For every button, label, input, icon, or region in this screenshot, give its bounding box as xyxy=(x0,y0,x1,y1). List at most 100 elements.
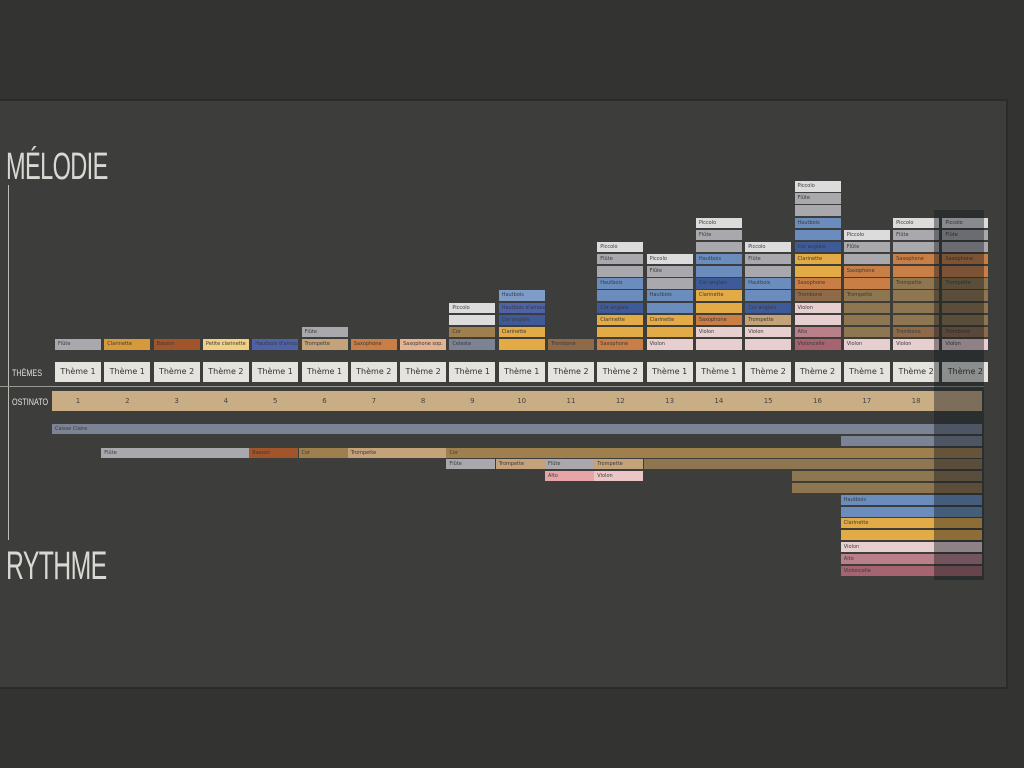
ostinato-number: 11 xyxy=(566,397,576,405)
melody-block: Basson xyxy=(153,339,200,350)
rhythm-block: Violoncelle xyxy=(840,565,982,576)
melody-block: Violon xyxy=(942,339,989,350)
rhythm-block: Flûte xyxy=(446,459,496,470)
ostinato-number: 4 xyxy=(223,397,229,405)
melody-block xyxy=(893,314,940,326)
melody-block: Piccolo xyxy=(942,217,989,228)
theme-card: Thème 1 xyxy=(252,362,299,382)
ostinato-number: 17 xyxy=(862,397,872,405)
melody-block: Cor anglais xyxy=(695,278,742,289)
melody-block xyxy=(794,314,841,326)
melody-block xyxy=(695,241,742,253)
melody-block: Violon xyxy=(695,326,742,338)
melody-block: Clarinette xyxy=(498,326,545,338)
melodie-title: MÉLODIE xyxy=(6,146,108,188)
rhythm-block xyxy=(840,435,982,446)
melody-block xyxy=(695,266,742,277)
melody-block: Cor anglais xyxy=(745,302,792,314)
melody-block: Hautbois xyxy=(498,290,545,301)
melody-block: Violon xyxy=(646,339,693,350)
separator-line xyxy=(0,386,984,387)
melody-block: Saxophone xyxy=(597,339,644,350)
melody-block: Saxophone xyxy=(695,314,742,326)
melody-block: Trompette xyxy=(843,290,890,301)
rhythm-block: Hautbois xyxy=(840,494,982,505)
ostinato-number: 10 xyxy=(517,397,527,405)
theme-card: Thème 2 xyxy=(597,362,644,382)
melody-block xyxy=(893,302,940,314)
melody-block: Flûte xyxy=(646,266,693,277)
vertical-axis-line xyxy=(8,185,9,540)
melody-block xyxy=(695,339,742,350)
melody-block: Petite clarinette xyxy=(202,339,249,350)
rhythm-block: Basson xyxy=(249,447,299,458)
melody-block: Trompette xyxy=(893,278,940,289)
melody-block: Trombone xyxy=(794,290,841,301)
theme-card: Thème 1 xyxy=(301,362,348,382)
melody-block: Saxophone xyxy=(893,253,940,265)
ostinato-bar xyxy=(52,391,982,411)
melody-block: Cor anglais xyxy=(597,302,644,314)
melody-block xyxy=(942,302,989,314)
ostinato-number: 6 xyxy=(322,397,327,405)
melody-block: Flûte xyxy=(55,339,101,350)
melody-block: Trompette xyxy=(301,339,348,350)
ostinato-number: 2 xyxy=(125,397,130,405)
melody-block: Celesta xyxy=(449,339,496,350)
melody-block: Saxophone sop. xyxy=(400,339,447,350)
theme-card: Thème 2 xyxy=(548,362,594,382)
rhythm-block xyxy=(791,471,982,482)
melody-block: Piccolo xyxy=(646,253,693,265)
melody-block: Flûte xyxy=(597,253,644,265)
theme-card: Thème 2 xyxy=(745,362,792,382)
melody-block xyxy=(449,314,496,326)
ostinato-number: 16 xyxy=(813,397,822,405)
melody-block xyxy=(893,241,940,253)
melody-block xyxy=(843,314,890,326)
melody-block: Cor xyxy=(449,326,496,338)
ostinato-number: 15 xyxy=(763,397,773,405)
melody-block: Flûte xyxy=(794,193,841,204)
ostinato-label: OSTINATO xyxy=(12,397,49,407)
rhythm-block: Violon xyxy=(594,471,644,482)
melody-block: Piccolo xyxy=(843,229,890,241)
theme-card: Thème 2 xyxy=(893,362,940,382)
melody-block: Cor anglais xyxy=(498,314,545,326)
melody-block: Violoncelle xyxy=(794,339,841,350)
ostinato-number: 14 xyxy=(714,397,724,405)
melody-block: Trompette xyxy=(745,314,792,326)
ostinato-number: 3 xyxy=(174,397,179,405)
melody-block: Alto xyxy=(794,326,841,338)
rhythm-block xyxy=(643,459,982,470)
melody-block xyxy=(597,266,644,277)
rhythm-block xyxy=(791,483,982,493)
theme-card: Thème 2 xyxy=(202,362,249,382)
theme-card: Thème 1 xyxy=(55,362,101,382)
melody-block xyxy=(794,266,841,277)
ostinato-number: 18 xyxy=(911,397,921,405)
melody-block: Clarinette xyxy=(104,339,151,350)
melody-block: Trombone xyxy=(893,326,940,338)
theme-card: Thème 1 xyxy=(843,362,890,382)
rhythm-block xyxy=(840,506,982,517)
melody-block: Hautbois xyxy=(745,278,792,289)
rhythm-block: Cor xyxy=(446,447,982,458)
melody-block xyxy=(893,266,940,277)
theme-card: Thème 1 xyxy=(646,362,693,382)
melody-block: Violon xyxy=(843,339,890,350)
melody-block: Clarinette xyxy=(695,290,742,301)
melody-block: Piccolo xyxy=(745,241,792,253)
melody-block xyxy=(597,290,644,301)
melody-block: Piccolo xyxy=(794,181,841,192)
melody-block: Flûte xyxy=(893,229,940,241)
melody-block: Hautbois d'amour xyxy=(252,339,299,350)
theme-card: Thème 1 xyxy=(104,362,151,382)
rythme-title: RYTHME xyxy=(6,544,107,588)
rhythm-block: Trompette xyxy=(347,447,447,458)
melody-block xyxy=(498,339,545,350)
ostinato-number: 13 xyxy=(665,397,675,405)
melody-block: Trompette xyxy=(942,278,989,289)
melody-block xyxy=(843,326,890,338)
theme-card: Thème 1 xyxy=(695,362,742,382)
melody-block: Hautbois xyxy=(597,278,644,289)
